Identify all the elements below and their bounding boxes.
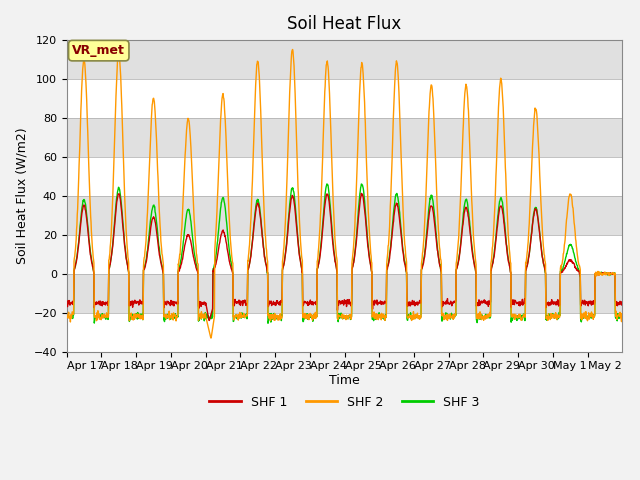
Bar — [67, 274, 622, 312]
Bar — [67, 40, 622, 79]
SHF 2 — [289, 47, 296, 52]
SHF 3 — [331, 253, 339, 259]
SHF 1 — [476, 301, 484, 307]
SHF 1 — [612, 300, 620, 305]
Bar — [67, 118, 622, 157]
SHF 1 — [320, 215, 328, 220]
SHF 1 — [150, 214, 157, 220]
SHF 3 — [63, 313, 70, 319]
SHF 2 — [150, 96, 157, 101]
SHF 1 — [63, 302, 70, 308]
SHF 3 — [320, 207, 328, 213]
Line: SHF 3: SHF 3 — [67, 184, 622, 323]
SHF 3 — [150, 202, 157, 208]
SHF 2 — [320, 109, 328, 115]
X-axis label: Time: Time — [329, 374, 360, 387]
SHF 2 — [618, 313, 626, 319]
SHF 3 — [323, 181, 331, 187]
SHF 2 — [331, 230, 339, 236]
Line: SHF 2: SHF 2 — [67, 49, 622, 338]
SHF 2 — [476, 309, 484, 315]
SHF 3 — [612, 315, 620, 321]
Bar — [67, 235, 622, 274]
Title: Soil Heat Flux: Soil Heat Flux — [287, 15, 402, 33]
SHF 3 — [476, 316, 484, 322]
SHF 2 — [207, 335, 214, 341]
SHF 1 — [205, 317, 213, 323]
SHF 1 — [618, 299, 626, 305]
Bar — [67, 157, 622, 196]
SHF 1 — [557, 269, 565, 275]
SHF 3 — [618, 312, 626, 318]
SHF 2 — [63, 312, 70, 317]
SHF 1 — [358, 191, 365, 196]
Bar — [67, 312, 622, 351]
SHF 3 — [264, 320, 272, 326]
SHF 3 — [557, 267, 565, 273]
Line: SHF 1: SHF 1 — [67, 193, 622, 320]
Legend: SHF 1, SHF 2, SHF 3: SHF 1, SHF 2, SHF 3 — [204, 391, 484, 414]
SHF 2 — [612, 313, 620, 319]
SHF 2 — [557, 262, 565, 268]
Bar — [67, 196, 622, 235]
Bar — [67, 79, 622, 118]
Text: VR_met: VR_met — [72, 44, 125, 57]
SHF 1 — [330, 252, 338, 258]
Y-axis label: Soil Heat Flux (W/m2): Soil Heat Flux (W/m2) — [15, 128, 28, 264]
